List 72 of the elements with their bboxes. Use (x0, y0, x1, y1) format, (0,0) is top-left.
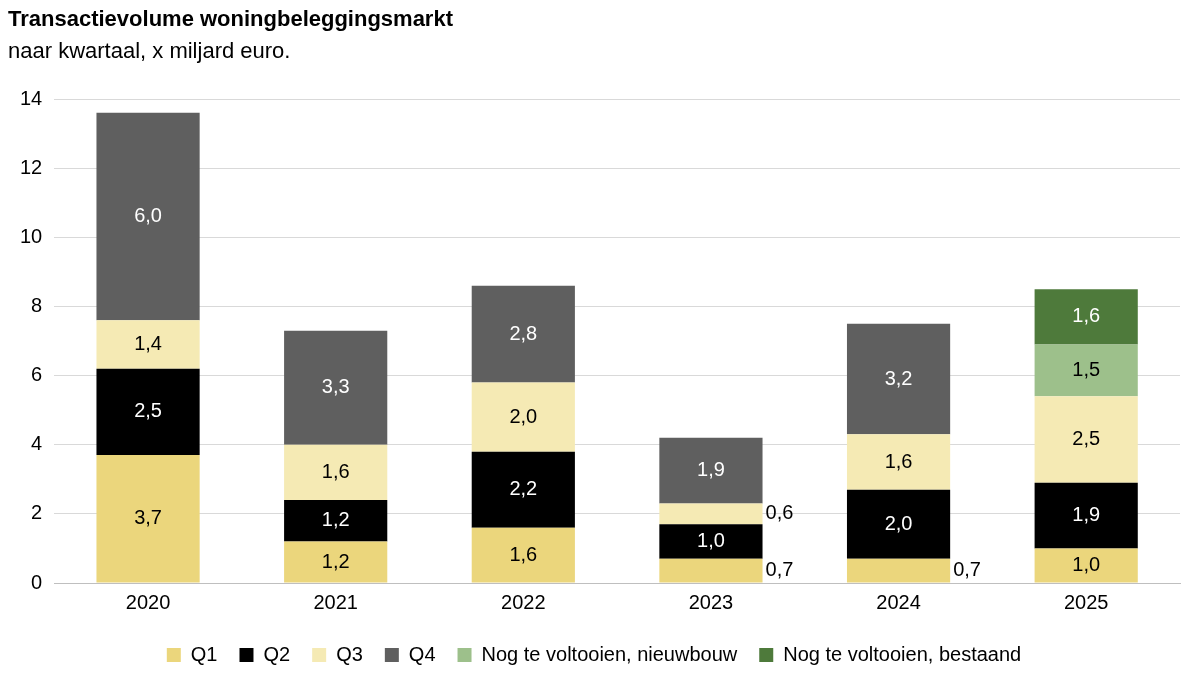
data-label: 1,9 (697, 458, 725, 481)
bar (659, 524, 763, 559)
bar (96, 112, 200, 321)
bar (846, 323, 951, 435)
bar (659, 558, 763, 583)
bar (471, 382, 575, 452)
data-label: 1,9 (1072, 503, 1101, 526)
legend-label: Nog te voltooien, nieuwbouw (481, 642, 738, 665)
bar (284, 541, 388, 583)
legend-label: Nog te voltooien, bestaand (783, 642, 1022, 665)
y-tick-label: 6 (31, 363, 43, 386)
y-tick-label: 12 (20, 155, 43, 178)
x-tick-label: 2024 (876, 590, 921, 613)
x-tick-label: 2023 (688, 590, 734, 613)
data-label: 2,2 (509, 477, 538, 500)
bar (284, 330, 388, 445)
data-label: 1,2 (321, 549, 350, 572)
data-label: 2,5 (134, 399, 162, 422)
data-label: 0,7 (765, 558, 794, 581)
bar (1034, 482, 1138, 549)
data-label: 0,6 (765, 501, 794, 524)
y-tick-label: 8 (31, 293, 43, 316)
legend-label: Q3 (336, 642, 363, 665)
legend-label: Q2 (263, 642, 291, 665)
data-label: 0,7 (953, 558, 981, 581)
data-label: 1,2 (321, 508, 350, 531)
x-tick-label: 2020 (125, 590, 171, 613)
bar (846, 558, 951, 583)
legend-label: Q1 (190, 642, 218, 665)
legend-label: Q4 (408, 642, 436, 665)
bar (846, 434, 951, 490)
chart-title: Transactievolume woningbeleggingsmarkt (8, 6, 453, 32)
bar (471, 451, 575, 528)
y-tick-label: 4 (31, 432, 43, 455)
bar (1034, 548, 1138, 583)
data-label: 1,6 (509, 542, 538, 565)
data-label: 2,8 (509, 321, 538, 344)
bar (1034, 289, 1138, 345)
x-tick-label: 2025 (1063, 590, 1109, 613)
chart-subtitle: naar kwartaal, x miljard euro. (8, 38, 291, 64)
bar (1034, 344, 1138, 397)
y-tick-label: 2 (31, 501, 43, 524)
data-label: 3,2 (884, 366, 913, 389)
data-label: 2,0 (884, 511, 913, 534)
bar (284, 444, 388, 501)
data-label: 1,0 (1072, 552, 1101, 575)
bar (284, 500, 388, 542)
bar (659, 503, 763, 525)
bar (96, 320, 200, 369)
data-label: 1,5 (1072, 357, 1101, 380)
bar (96, 455, 200, 583)
data-label: 1,6 (1072, 304, 1101, 327)
data-label: 1,6 (321, 459, 350, 482)
bar (846, 489, 951, 559)
data-label: 3,3 (321, 375, 350, 398)
data-label: 3,7 (134, 506, 162, 529)
bar (659, 437, 763, 504)
data-label: 1,0 (697, 529, 725, 552)
bar (471, 527, 575, 583)
x-tick-label: 2021 (313, 590, 358, 613)
data-label: 6,0 (134, 204, 162, 227)
data-label: 1,6 (884, 449, 913, 472)
x-tick-label: 2022 (501, 590, 546, 613)
bar (1034, 396, 1138, 483)
y-tick-label: 0 (31, 570, 43, 593)
y-tick-label: 14 (20, 86, 43, 109)
data-label: 2,5 (1072, 427, 1101, 450)
y-tick-label: 10 (20, 224, 43, 247)
bar (96, 368, 200, 456)
bar (471, 285, 575, 383)
data-label: 1,4 (134, 331, 162, 354)
data-label: 2,0 (509, 404, 538, 427)
